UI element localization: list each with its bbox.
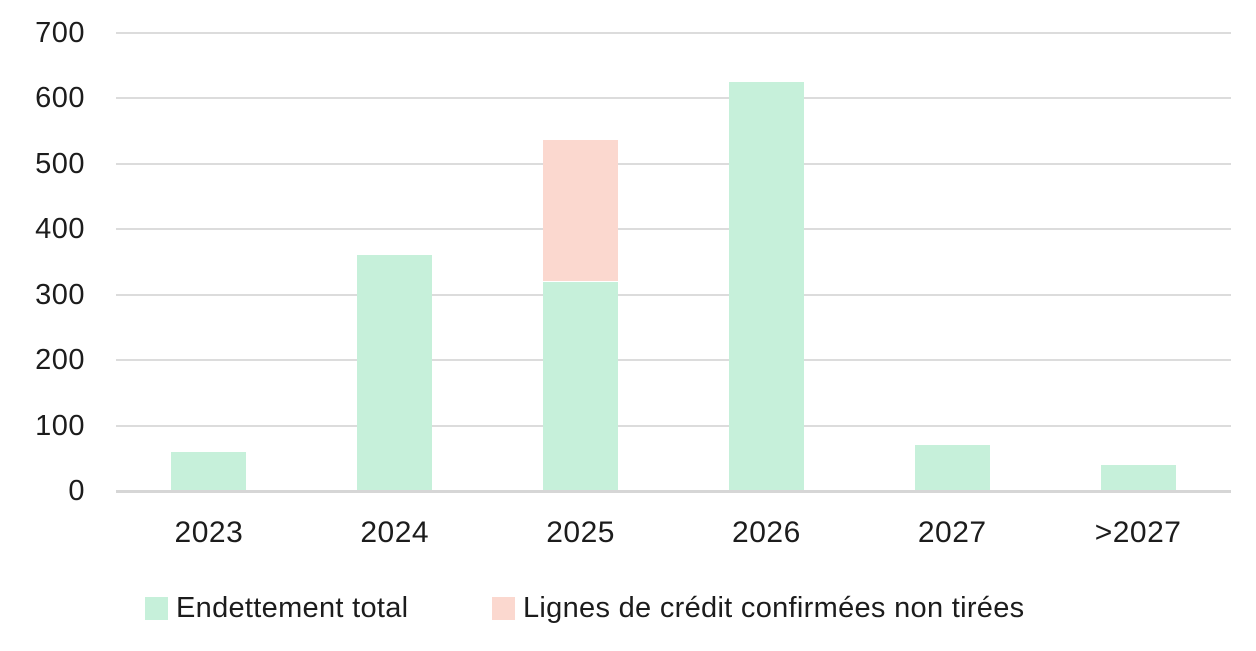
legend-item-lignes-de-credit-confirmees-non-tirees: Lignes de crédit confirmées non tirées <box>492 592 1024 625</box>
x-tick-label-2027: >2027 <box>1094 516 1182 549</box>
y-tick-label-500: 500 <box>35 147 85 180</box>
x-tick-label-2024: 2024 <box>360 516 430 549</box>
y-tick-label-700: 700 <box>35 17 85 49</box>
x-tick-label-2023: 2023 <box>174 516 244 549</box>
gridline-700 <box>116 32 1231 34</box>
gridline-300 <box>116 293 1231 296</box>
y-tick-label-600: 600 <box>35 82 85 115</box>
x-tick-label-2025: 2025 <box>546 516 615 549</box>
bar-2025-endettement-total <box>543 281 619 490</box>
y-tick-label-400: 400 <box>35 213 85 246</box>
bar-2026-endettement-total <box>728 82 804 490</box>
x-tick-label-2026: 2026 <box>732 516 801 549</box>
legend-item-endettement-total: Endettement total <box>145 592 408 625</box>
gridline-100 <box>116 424 1231 427</box>
gridline-400 <box>116 228 1231 231</box>
y-tick-label-200: 200 <box>35 344 85 377</box>
bar-2027-endettement-total <box>1100 464 1176 490</box>
gridline-600 <box>116 97 1231 100</box>
bar-2025-lignes-de-credit-confirmees-non-tirees <box>543 139 619 281</box>
bar-2023-endettement-total <box>171 451 247 490</box>
bar-2024-endettement-total <box>357 255 433 490</box>
x-axis-line <box>116 490 1231 493</box>
legend-label-lignes-de-credit-confirmees-non-tirees: Lignes de crédit confirmées non tirées <box>523 592 1025 624</box>
x-tick-label-2027: 2027 <box>917 516 987 549</box>
y-tick-label-0: 0 <box>68 475 85 507</box>
bar-2027-endettement-total <box>914 445 990 490</box>
y-tick-label-100: 100 <box>35 409 85 442</box>
legend-swatch-endettement-total <box>145 597 168 620</box>
gridline-200 <box>116 359 1231 362</box>
legend-swatch-lignes-de-credit-confirmees-non-tirees <box>492 597 515 620</box>
y-tick-label-300: 300 <box>35 278 85 311</box>
gridline-500 <box>116 162 1231 165</box>
legend-label-endettement-total: Endettement total <box>176 592 409 624</box>
